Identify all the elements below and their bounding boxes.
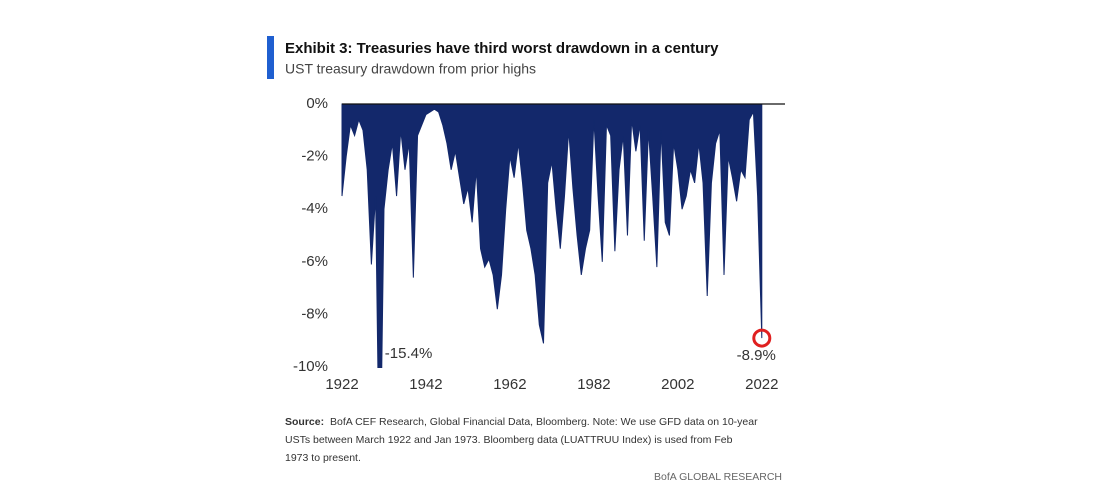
annotation: -8.9% <box>737 347 776 364</box>
highlight-marker <box>752 328 772 348</box>
area <box>341 103 763 368</box>
y-tick-label: 0% <box>306 95 328 112</box>
x-tick-label: 1962 <box>493 376 526 393</box>
annotation: -15.4% <box>385 345 433 362</box>
y-tick-label: -2% <box>301 148 328 165</box>
title-bar <box>267 36 274 79</box>
y-tick-label: -8% <box>301 305 328 322</box>
source-text: 1973 to present. <box>285 452 361 464</box>
x-tick-label: 1982 <box>577 376 610 393</box>
plot-area <box>341 103 763 368</box>
chart-title: Exhibit 3: Treasuries have third worst d… <box>285 40 719 57</box>
y-tick-label: -4% <box>301 200 328 217</box>
source-text: USTs between March 1922 and Jan 1973. Bl… <box>285 434 733 446</box>
source-label: Source: <box>285 416 324 428</box>
y-tick-label: -10% <box>293 358 328 375</box>
y-tick-label: -6% <box>301 253 328 270</box>
x-tick-label: 1922 <box>325 376 358 393</box>
x-tick-label: 2002 <box>661 376 694 393</box>
source-text: BofA CEF Research, Global Financial Data… <box>330 416 758 428</box>
x-tick-label: 2022 <box>745 376 778 393</box>
brand: BofA GLOBAL RESEARCH <box>654 471 782 483</box>
chart-subtitle: UST treasury drawdown from prior highs <box>285 61 536 77</box>
x-tick-label: 1942 <box>409 376 442 393</box>
